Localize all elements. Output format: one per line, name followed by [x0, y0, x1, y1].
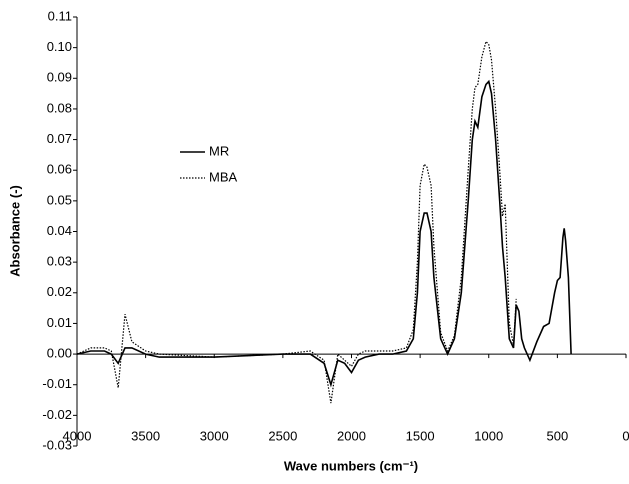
y-tick-label: 0.01 — [47, 315, 72, 330]
y-tick-label: -0.02 — [42, 407, 72, 422]
x-tick-label: 3000 — [200, 428, 229, 443]
x-axis-title: Wave numbers (cm⁻¹) — [284, 458, 418, 473]
y-tick-label: 0.06 — [47, 162, 72, 177]
y-tick-label: 0.10 — [47, 39, 72, 54]
x-tick-label: 1000 — [474, 428, 503, 443]
y-tick-label: 0.11 — [48, 8, 72, 23]
y-tick-label: -0.03 — [42, 437, 72, 452]
y-tick-label: 0.03 — [47, 254, 72, 269]
y-tick-label: 0.04 — [47, 223, 72, 238]
x-tick-label: 2500 — [268, 428, 297, 443]
y-tick-label: 0.02 — [47, 284, 72, 299]
y-tick-label: -0.01 — [42, 376, 72, 391]
x-tick-label: 500 — [547, 428, 569, 443]
series-line — [76, 40, 517, 404]
x-tick-label: 1500 — [406, 428, 435, 443]
legend-label: MBA — [209, 169, 238, 184]
y-tick-label: 0.05 — [47, 192, 72, 207]
x-tick-label: 4000 — [63, 428, 92, 443]
y-axis-title: Absorbance (-) — [7, 185, 22, 277]
x-tick-label: 2000 — [337, 428, 366, 443]
series-line — [76, 79, 572, 388]
y-tick-label: 0.08 — [47, 100, 72, 115]
y-tick-label: 0.00 — [47, 346, 72, 361]
legend-label: MR — [209, 143, 229, 158]
y-tick-label: 0.07 — [47, 131, 72, 146]
y-tick-label: 0.09 — [47, 70, 72, 85]
x-tick-label: 0 — [622, 428, 629, 443]
x-tick-label: 3500 — [131, 428, 160, 443]
